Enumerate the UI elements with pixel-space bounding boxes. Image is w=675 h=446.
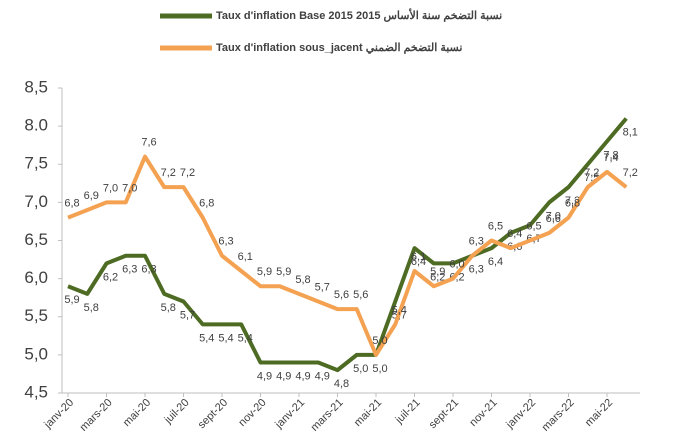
x-tick-label: janv-20 — [41, 397, 76, 432]
data-label: 5,6 — [334, 289, 349, 301]
legend-label: Taux d'inflation Base 2015 نسبة التضخم س… — [216, 8, 502, 22]
data-label: 5,0 — [372, 335, 387, 347]
data-label: 6,3 — [469, 236, 484, 248]
data-label: 6,3 — [469, 264, 484, 276]
data-label: 6,8 — [64, 198, 79, 210]
x-tick-label: mars-21 — [309, 397, 346, 434]
x-tick-label: sept-20 — [196, 397, 230, 431]
data-label: 5,8 — [161, 302, 176, 314]
data-label: 7,2 — [161, 167, 176, 179]
data-label: 6,9 — [84, 190, 99, 202]
data-label: 7,4 — [603, 152, 618, 164]
x-tick-label: janv-22 — [503, 397, 538, 432]
data-label: 4,9 — [257, 370, 272, 382]
data-label: 5,0 — [353, 363, 368, 375]
data-label: 5,7 — [315, 281, 330, 293]
data-label: 7,0 — [122, 182, 137, 194]
data-label: 6,6 — [546, 213, 561, 225]
data-label: 5,8 — [295, 274, 310, 286]
data-label: 6,8 — [565, 198, 580, 210]
data-label: 6,4 — [488, 256, 503, 268]
data-label: 6,1 — [238, 251, 253, 263]
data-label: 4,9 — [295, 370, 310, 382]
data-label: 6,2 — [103, 271, 118, 283]
data-label: 5,4 — [238, 332, 253, 344]
data-label: 6,4 — [411, 256, 426, 268]
x-tick-label: nov-21 — [467, 397, 499, 429]
x-tick-label: mars-22 — [540, 397, 577, 434]
y-tick-label: 7,5 — [24, 154, 48, 173]
x-tick-label: janv-21 — [272, 397, 307, 432]
x-tick-label: nov-20 — [236, 397, 268, 429]
x-tick-label: mai-22 — [583, 397, 615, 429]
x-tick-label: mai-20 — [121, 397, 153, 429]
data-label: 5,4 — [218, 332, 233, 344]
x-tick-label: juil-21 — [393, 397, 423, 427]
data-label: 5,9 — [64, 294, 79, 306]
data-label: 5,9 — [276, 266, 291, 278]
y-tick-label: 5,5 — [24, 306, 48, 325]
data-label: 7,6 — [141, 137, 156, 149]
data-label: 6,3 — [218, 236, 233, 248]
data-label: 6,8 — [199, 198, 214, 210]
data-label: 7,0 — [103, 182, 118, 194]
data-label: 6,3 — [122, 264, 137, 276]
legend-label: Taux d'inflation sous_jacent نسبة التضخم… — [216, 42, 462, 55]
series-line — [67, 117, 628, 373]
data-label: 7,2 — [180, 167, 195, 179]
data-label: 5,9 — [257, 266, 272, 278]
data-label: 7,2 — [584, 167, 599, 179]
data-label: 5,4 — [199, 332, 214, 344]
data-label: 7,0 — [546, 210, 561, 222]
data-label: 4,9 — [315, 370, 330, 382]
data-label: 6,5 — [488, 220, 503, 232]
x-tick-label: mars-20 — [78, 397, 115, 434]
x-tick-label: juil-20 — [162, 397, 192, 427]
data-label: 6,5 — [526, 220, 541, 232]
data-label: 7,8 — [603, 149, 618, 161]
data-label: 5,9 — [430, 266, 445, 278]
data-label: 5,6 — [353, 289, 368, 301]
data-label: 6,3 — [141, 264, 156, 276]
data-label: 6,0 — [449, 259, 464, 271]
x-tick-label: sept-21 — [427, 397, 461, 431]
data-label: 5,8 — [84, 302, 99, 314]
y-tick-label: 5,0 — [24, 344, 48, 363]
data-label: 6,4 — [507, 228, 522, 240]
data-label: 8,1 — [623, 126, 638, 138]
data-label: 5,4 — [392, 304, 407, 316]
y-tick-label: 8.0 — [24, 116, 48, 135]
data-label: 7,2 — [623, 167, 638, 179]
data-label: 6,1 — [411, 251, 426, 263]
y-tick-label: 6,0 — [24, 268, 48, 287]
x-tick-label: mai-21 — [352, 397, 384, 429]
series-line — [67, 154, 628, 357]
data-label: 5,7 — [180, 309, 195, 321]
data-label: 6,2 — [430, 271, 445, 283]
y-tick-label: 4,5 — [24, 382, 48, 401]
y-tick-label: 7,0 — [24, 192, 48, 211]
data-label: 4,8 — [334, 378, 349, 390]
y-tick-label: 8,5 — [24, 77, 48, 96]
data-label: 5,0 — [372, 363, 387, 375]
y-tick-label: 6,5 — [24, 230, 48, 249]
data-label: 4,9 — [276, 370, 291, 382]
